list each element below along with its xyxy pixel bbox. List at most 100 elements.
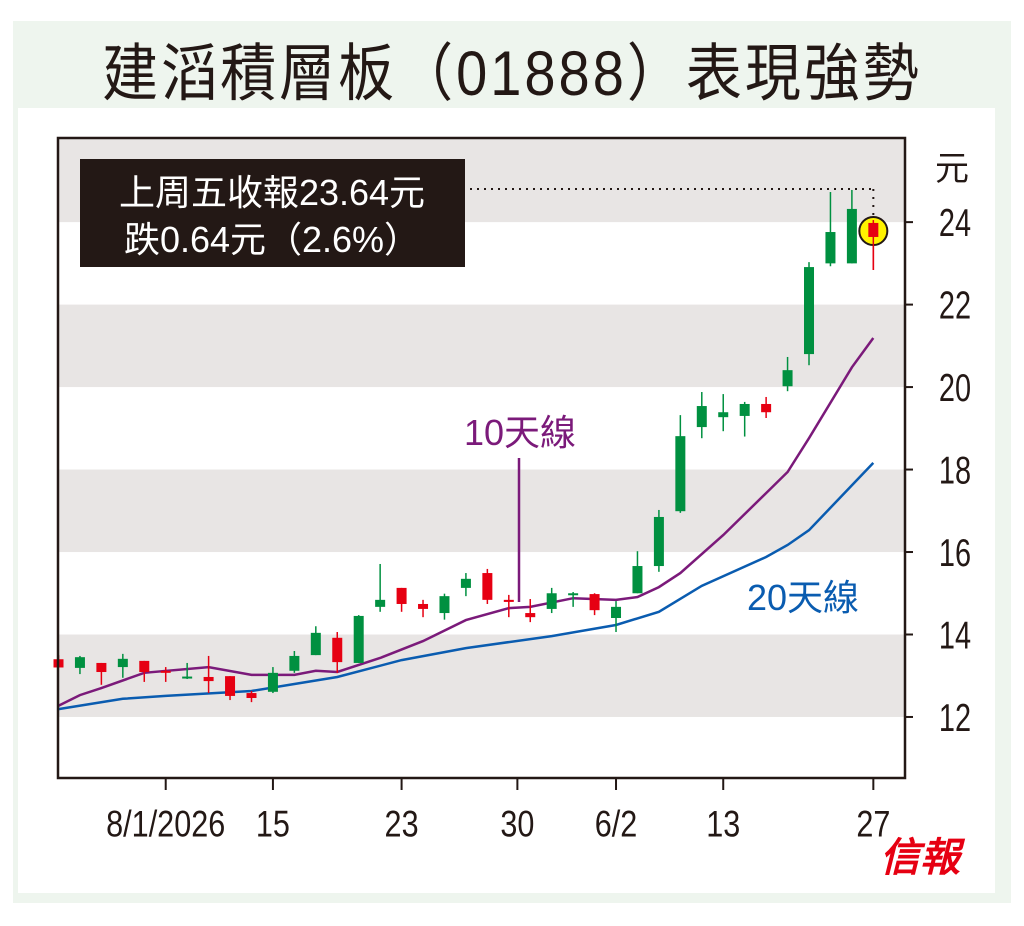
y-tick-label: 12: [939, 697, 971, 740]
candle: [96, 662, 107, 685]
candle: [611, 601, 622, 633]
candle: [804, 262, 815, 366]
candle-body: [460, 578, 471, 588]
candle-body: [182, 676, 193, 679]
candle: [739, 401, 750, 437]
candle-body: [782, 370, 793, 387]
candle-body: [160, 670, 171, 673]
candle: [568, 592, 579, 607]
candle-body: [225, 676, 236, 696]
candle-body: [139, 660, 150, 673]
x-tick-label: 13: [706, 803, 740, 845]
candle-body: [632, 566, 643, 594]
callout-line-1: 上周五收報23.64元: [119, 172, 425, 213]
y-tick-label: 20: [939, 367, 971, 410]
candle-body: [96, 662, 107, 673]
grid-band: [58, 634, 905, 717]
candle: [117, 653, 128, 678]
candle: [546, 587, 557, 614]
candle-body: [439, 596, 450, 614]
last-candle-body: [868, 222, 879, 237]
callout-box: [80, 159, 465, 267]
candle: [74, 655, 85, 675]
y-tick-label: 24: [939, 202, 971, 245]
grid-band: [58, 304, 905, 388]
candle-body: [825, 232, 836, 264]
ma10-label: 10天線: [464, 412, 576, 453]
grid-band: [58, 469, 905, 553]
x-tick-label: 8/1/2026: [106, 803, 225, 845]
candle-body: [525, 613, 536, 618]
callout-line-2: 跌0.64元（2.6%）: [124, 219, 420, 260]
candle-body: [611, 606, 622, 618]
candle-body: [718, 412, 729, 418]
candle-body: [503, 599, 514, 602]
candle-body: [696, 406, 707, 428]
x-tick-label: 6/2: [595, 803, 638, 845]
candle: [503, 594, 514, 618]
x-tick-label: 23: [385, 803, 419, 845]
candle: [653, 509, 664, 572]
candle-body: [418, 603, 429, 609]
candle-body: [74, 657, 85, 668]
xinbao-logo: 信報: [880, 834, 960, 881]
candle: [160, 667, 171, 682]
candle: [246, 690, 257, 703]
candle: [525, 599, 536, 623]
ma20-label: 20天線: [747, 577, 859, 618]
y-tick-label: 18: [939, 449, 971, 492]
candle: [718, 394, 729, 432]
candle: [632, 551, 643, 594]
candle: [846, 189, 857, 264]
candle-body: [653, 516, 664, 567]
chart-title: 建滔積層板（01888）表現強勢: [102, 37, 922, 109]
candle-body: [589, 594, 600, 611]
candle: [289, 650, 300, 673]
candle-body: [203, 676, 214, 682]
candle-body: [246, 693, 257, 698]
candle: [203, 655, 214, 694]
candle: [761, 396, 772, 418]
y-tick-label: 16: [939, 532, 971, 575]
candle: [139, 660, 150, 682]
candle: [482, 568, 493, 604]
candle: [267, 667, 278, 694]
y-axis-unit: 元: [935, 150, 969, 188]
candle: [332, 632, 343, 673]
candle: [825, 192, 836, 267]
candle-body: [568, 593, 579, 596]
candle: [460, 573, 471, 597]
candle-body: [117, 658, 128, 668]
candle: [375, 563, 386, 612]
candle-body: [546, 593, 557, 609]
y-tick-label: 14: [939, 614, 971, 657]
candle: [310, 626, 321, 656]
candle: [396, 587, 407, 612]
candle: [589, 593, 600, 616]
candle-body: [310, 632, 321, 656]
candle-body: [482, 573, 493, 600]
candle: [439, 593, 450, 620]
candle-body: [396, 587, 407, 604]
candle: [353, 615, 364, 663]
candle-body: [353, 615, 364, 663]
candle-body: [267, 672, 278, 692]
candle: [675, 415, 686, 513]
x-tick-label: 27: [856, 803, 890, 845]
candle: [225, 676, 236, 701]
plot-frame: [56, 136, 907, 780]
candle-body: [761, 403, 772, 413]
candle-body: [332, 637, 343, 663]
x-tick-label: 15: [256, 803, 290, 845]
candle-body: [846, 208, 857, 264]
candle: [696, 392, 707, 439]
candle-body: [375, 599, 386, 607]
candle: [182, 662, 193, 680]
y-tick-label: 22: [939, 284, 971, 327]
candle-body: [739, 403, 750, 416]
candle: [418, 599, 429, 618]
candle: [782, 356, 793, 392]
ma20-line: [58, 462, 875, 711]
x-tick-label: 30: [500, 803, 534, 845]
